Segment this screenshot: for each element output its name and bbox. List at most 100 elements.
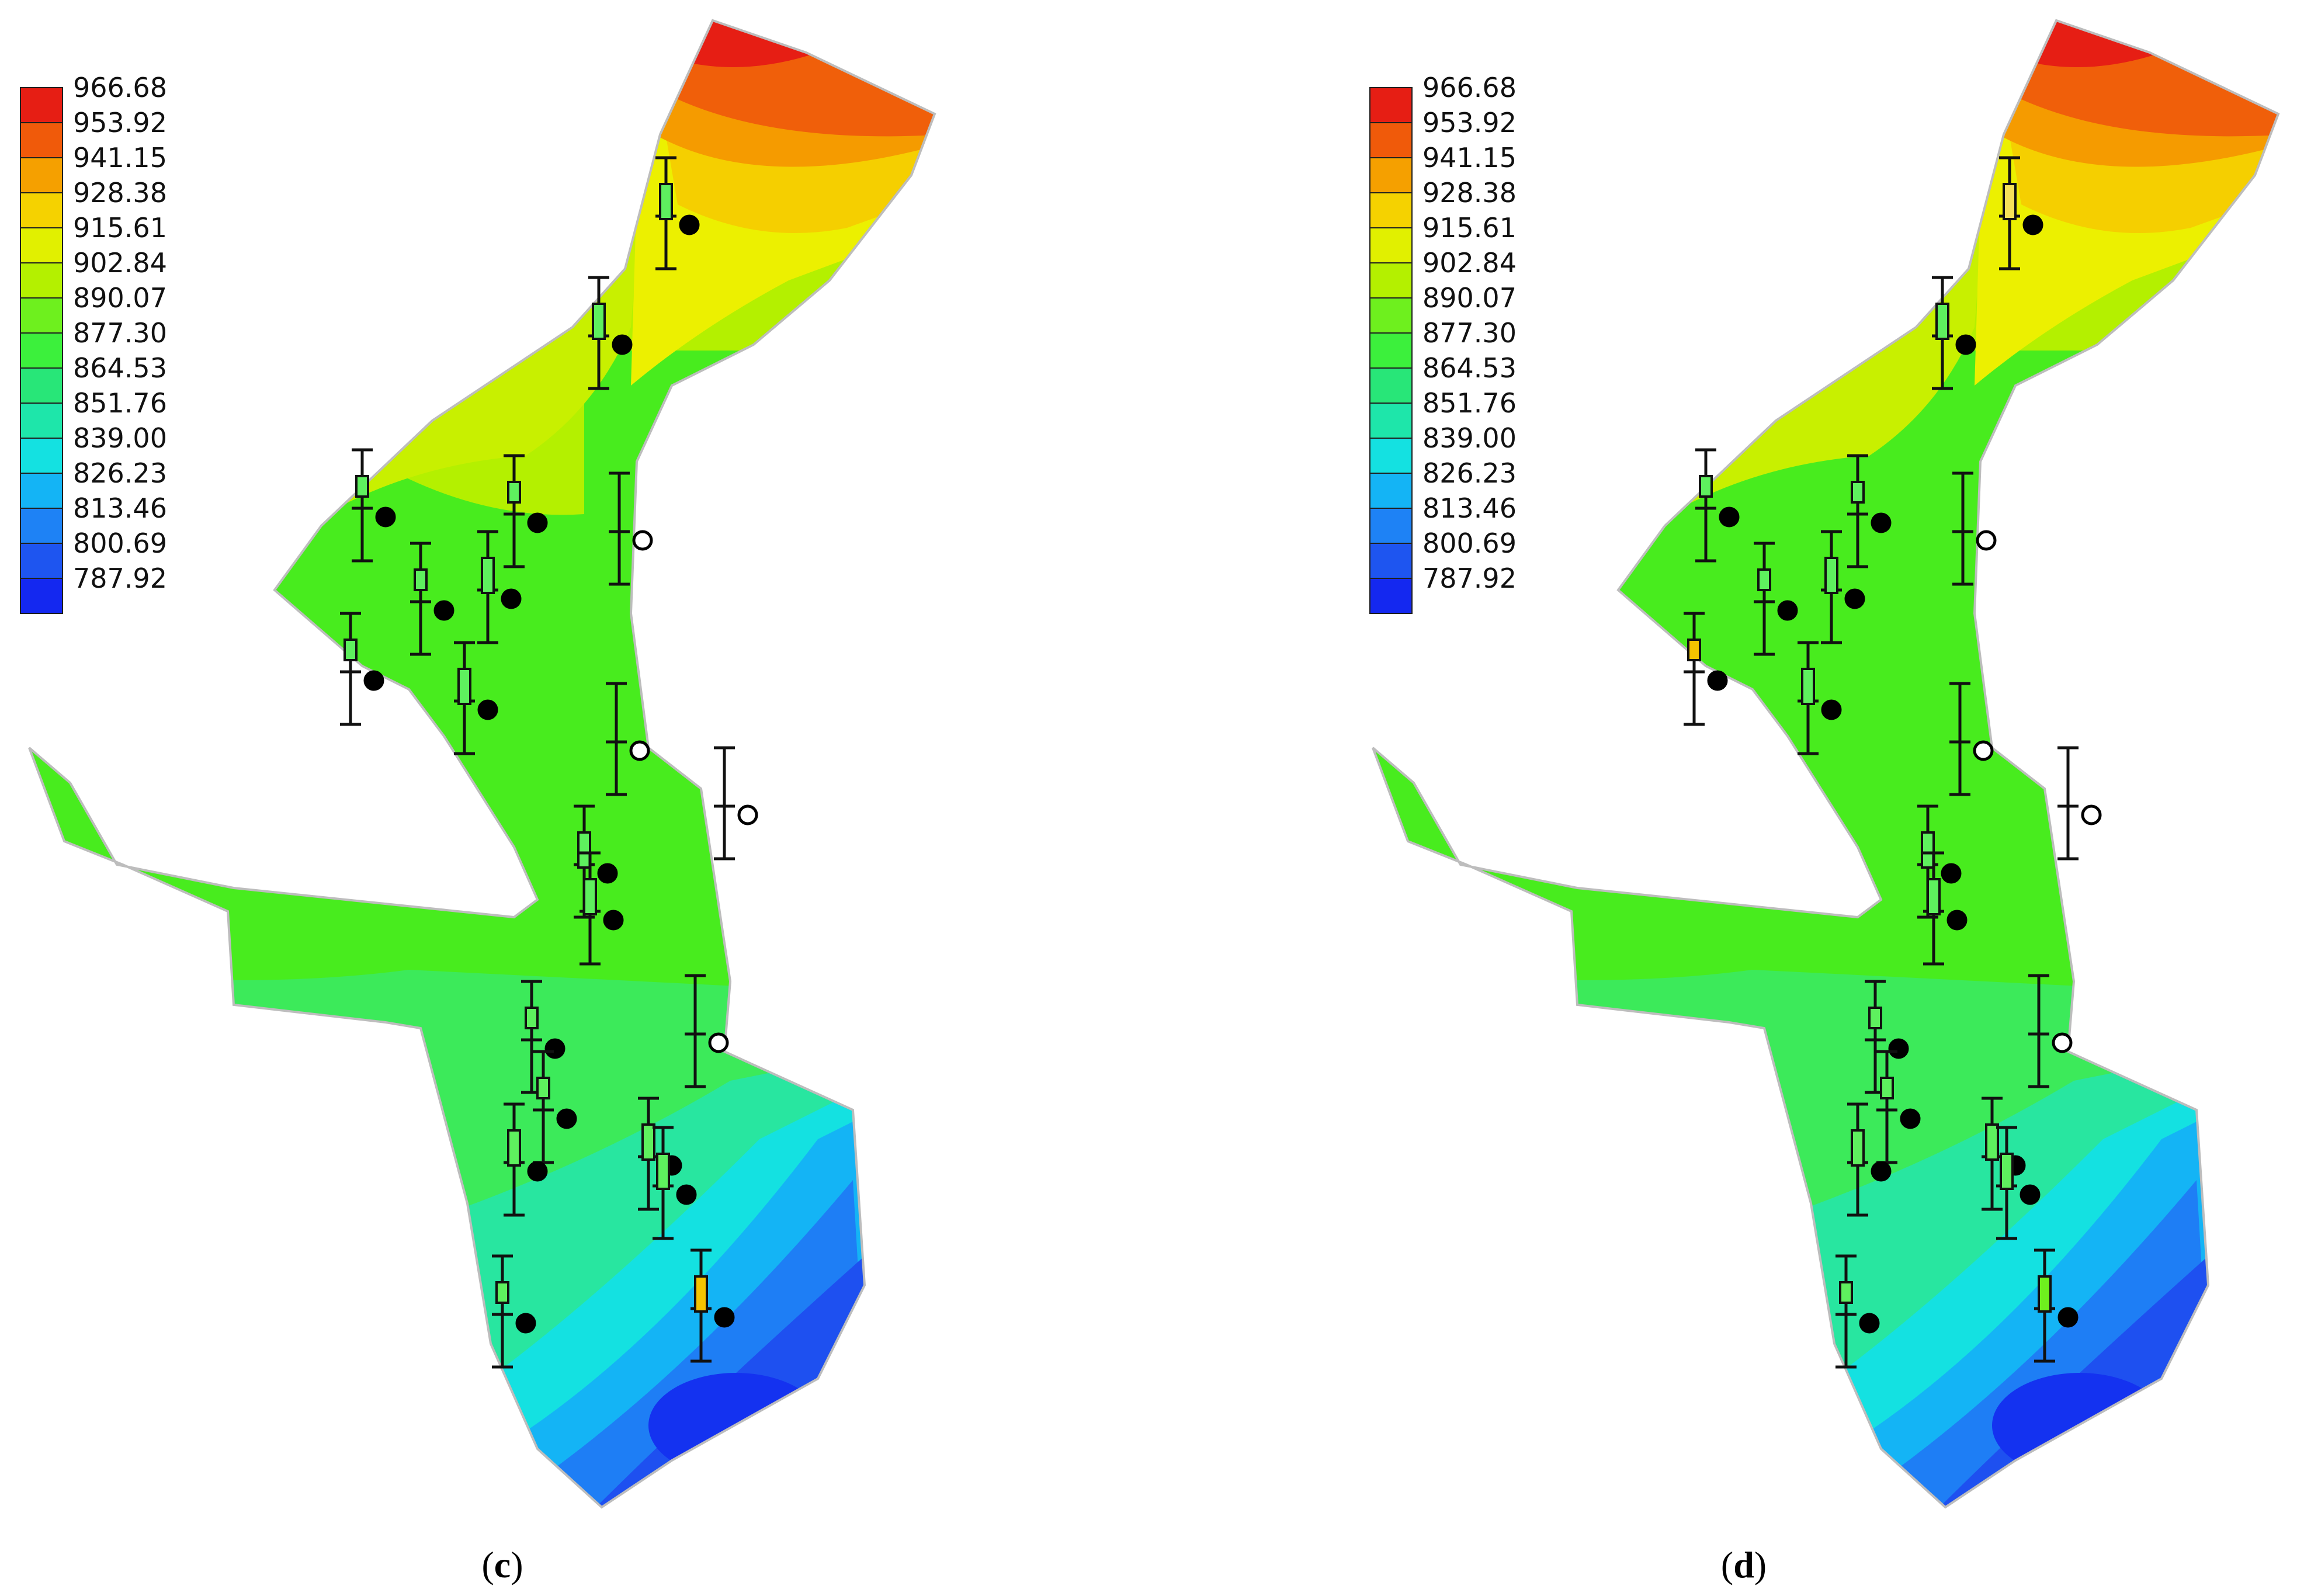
- legend-label-d: 813.46: [1422, 492, 1517, 524]
- contour-red-d: [1986, 20, 2161, 67]
- well-marker-d: [1821, 530, 1865, 644]
- well-marker-c: [521, 980, 565, 1094]
- legend-swatch-d: [1369, 297, 1413, 334]
- well-marker-d: [1754, 542, 1798, 656]
- legend-label-c: 928.38: [73, 177, 167, 209]
- legend-label-c: 915.61: [73, 212, 167, 244]
- legend-swatch-d: [1369, 367, 1413, 404]
- legend-label-c: 851.76: [73, 387, 167, 419]
- legend-swatch-c: [20, 157, 63, 193]
- legend-label-d: 953.92: [1422, 107, 1517, 138]
- legend-swatch-d: [1369, 192, 1413, 228]
- well-marker-d: [1684, 612, 1728, 726]
- legend-swatch-c: [20, 87, 63, 123]
- well-marker-d: [1917, 804, 1962, 919]
- well-markers-c: [340, 156, 758, 1369]
- legend-label-c: 864.53: [73, 352, 167, 384]
- well-marker-c: [352, 448, 396, 563]
- well-marker-c: [477, 530, 522, 644]
- legend-swatch-d: [1369, 578, 1413, 614]
- caption-c: (c): [481, 1544, 523, 1585]
- well-marker-c: [691, 1248, 735, 1363]
- legend-label-d: 890.07: [1422, 282, 1517, 314]
- caption-c-close: ): [511, 1544, 523, 1585]
- legend-label-c: 800.69: [73, 528, 167, 559]
- well-marker-d: [1952, 471, 1997, 586]
- legend-label-c: 839.00: [73, 422, 167, 454]
- legend-swatch-d: [1369, 438, 1413, 474]
- legend-label-d: 902.84: [1422, 247, 1517, 279]
- legend-swatch-c: [20, 403, 63, 439]
- well-marker-c: [653, 1126, 697, 1240]
- legend-label-d: 966.68: [1422, 72, 1517, 103]
- legend-label-d: 915.61: [1422, 212, 1517, 244]
- well-marker-c: [340, 612, 384, 726]
- well-marker-d: [1847, 454, 1892, 568]
- well-marker-c: [606, 682, 650, 796]
- caption-d-open: (: [1721, 1544, 1733, 1585]
- legend-label-d: 941.15: [1422, 142, 1517, 174]
- legend-label-d: 851.76: [1422, 387, 1517, 419]
- legend-label-c: 890.07: [73, 282, 167, 314]
- well-marker-c: [609, 471, 653, 586]
- well-marker-c: [580, 851, 624, 966]
- legend-swatch-c: [20, 508, 63, 544]
- legend-label-d: 826.23: [1422, 457, 1517, 489]
- legend-swatch-c: [20, 227, 63, 263]
- well-markers-d: [1684, 156, 2102, 1369]
- well-marker-d: [1876, 1050, 1921, 1164]
- legend-swatch-c: [20, 297, 63, 334]
- well-marker-d: [1982, 1097, 2026, 1211]
- caption-d-letter: d: [1733, 1544, 1754, 1585]
- legend-swatch-c: [20, 543, 63, 579]
- well-marker-d: [1847, 1102, 1892, 1217]
- legend-label-c: 787.92: [73, 563, 167, 594]
- well-marker-c: [410, 542, 454, 656]
- well-marker-d: [2028, 974, 2073, 1088]
- well-marker-d: [1835, 1254, 1880, 1369]
- well-marker-d: [1949, 682, 1994, 796]
- color-legend-c: 966.68 953.92 941.15928.38915.61902.84890.…: [20, 72, 167, 614]
- well-marker-d: [1865, 980, 1909, 1094]
- well-marker-d: [1996, 1126, 2041, 1240]
- well-marker-c: [504, 454, 548, 568]
- well-marker-d: [1695, 448, 1740, 563]
- legend-swatch-c: [20, 262, 63, 299]
- well-marker-c: [655, 156, 700, 270]
- legend-swatch-c: [20, 367, 63, 404]
- legend-swatch-d: [1369, 473, 1413, 509]
- legend-swatch-d: [1369, 262, 1413, 299]
- well-marker-d: [2057, 746, 2102, 861]
- well-marker-d: [1923, 851, 1968, 966]
- legend-swatch-d: [1369, 87, 1413, 123]
- caption-d: (d): [1721, 1544, 1767, 1585]
- legend-swatch-c: [20, 332, 63, 369]
- well-marker-c: [492, 1254, 536, 1369]
- legend-swatch-c: [20, 473, 63, 509]
- legend-label-d: 800.69: [1422, 528, 1517, 559]
- well-marker-c: [588, 276, 633, 390]
- legend-swatch-c: [20, 578, 63, 614]
- well-marker-d: [2034, 1248, 2079, 1363]
- well-marker-d: [1999, 156, 2043, 270]
- legend-swatch-c: [20, 122, 63, 158]
- caption-c-letter: c: [494, 1544, 511, 1585]
- caption-c-open: (: [481, 1544, 494, 1585]
- legend-label-c: 813.46: [73, 492, 167, 524]
- legend-label-c: 953.92: [73, 107, 167, 138]
- legend-swatch-d: [1369, 157, 1413, 193]
- legend-label-d: 787.92: [1422, 563, 1517, 594]
- well-marker-d: [1932, 276, 1976, 390]
- legend-swatch-d: [1369, 122, 1413, 158]
- legend-label-c: 877.30: [73, 317, 167, 349]
- legend-label-c: 941.15: [73, 142, 167, 174]
- legend-label-c: 902.84: [73, 247, 167, 279]
- legend-label-d: 877.30: [1422, 317, 1517, 349]
- well-marker-d: [1798, 641, 1842, 755]
- legend-swatch-d: [1369, 543, 1413, 579]
- legend-label-c: 966.68: [73, 72, 167, 103]
- legend-label-d: 864.53: [1422, 352, 1517, 384]
- legend-swatch-c: [20, 192, 63, 228]
- legend-swatch-c: [20, 438, 63, 474]
